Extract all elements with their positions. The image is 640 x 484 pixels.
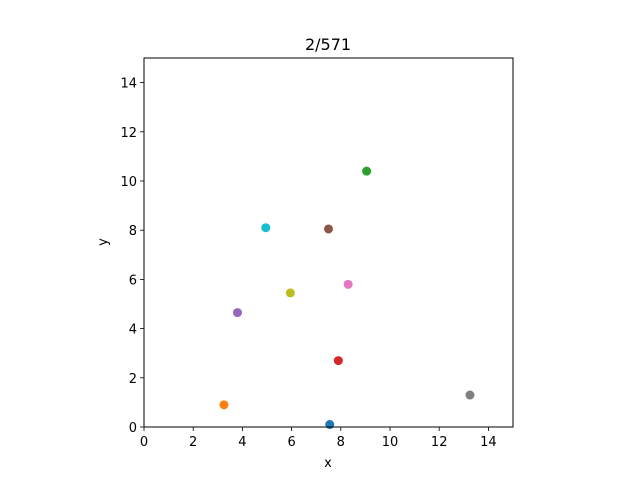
x-tick-label: 4 bbox=[238, 435, 246, 450]
x-axis-label: x bbox=[324, 456, 332, 471]
y-axis-ticks: 0 2 4 6 8 10 12 14 bbox=[120, 77, 144, 436]
x-tick-label: 10 bbox=[382, 435, 399, 450]
y-tick-label: 8 bbox=[129, 224, 137, 239]
scatter-point-4 bbox=[333, 356, 343, 366]
scatter-point-5 bbox=[232, 308, 242, 318]
y-tick-label: 2 bbox=[129, 372, 137, 387]
y-axis-label: y bbox=[96, 238, 111, 246]
x-axis-ticks: 0 2 4 6 8 10 12 14 bbox=[140, 427, 497, 450]
scatter-point-10 bbox=[261, 223, 271, 233]
x-tick-label: 0 bbox=[140, 435, 148, 450]
scatter-point-7 bbox=[343, 279, 353, 289]
x-tick-label: 8 bbox=[337, 435, 345, 450]
scatter-point-2 bbox=[219, 400, 229, 410]
data-points bbox=[219, 166, 475, 430]
scatter-point-6 bbox=[324, 224, 333, 234]
y-tick-label: 0 bbox=[129, 421, 137, 436]
scatter-point-1 bbox=[325, 420, 335, 430]
x-tick-label: 14 bbox=[480, 435, 497, 450]
x-tick-label: 12 bbox=[431, 435, 448, 450]
scatter-point-3 bbox=[362, 166, 372, 176]
y-tick-label: 4 bbox=[129, 323, 137, 338]
y-tick-label: 14 bbox=[120, 77, 137, 92]
chart-title: 2/571 bbox=[305, 35, 351, 54]
y-tick-label: 6 bbox=[129, 273, 137, 288]
x-tick-label: 2 bbox=[189, 435, 197, 450]
scatter-point-8 bbox=[465, 390, 475, 400]
x-tick-label: 6 bbox=[287, 435, 295, 450]
plot-frame bbox=[143, 57, 514, 428]
scatter-point-9 bbox=[285, 288, 295, 298]
y-tick-label: 10 bbox=[120, 175, 137, 190]
y-tick-label: 12 bbox=[120, 126, 137, 141]
